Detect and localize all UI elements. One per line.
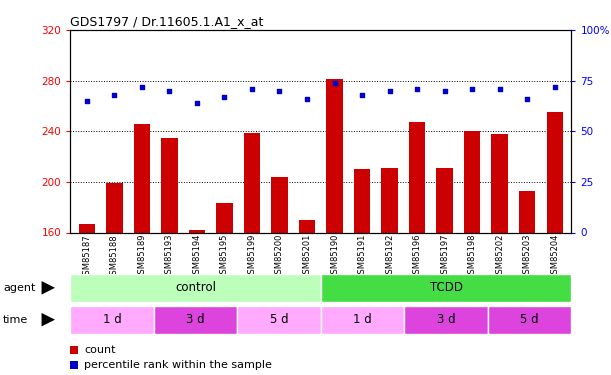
Text: percentile rank within the sample: percentile rank within the sample bbox=[84, 360, 272, 370]
Text: 1 d: 1 d bbox=[353, 313, 372, 326]
Bar bbox=[271, 177, 288, 232]
Bar bbox=[70, 306, 154, 334]
Bar bbox=[354, 169, 370, 232]
Bar bbox=[326, 80, 343, 232]
Point bbox=[357, 92, 367, 98]
Bar bbox=[488, 306, 571, 334]
Bar bbox=[79, 224, 95, 232]
Point bbox=[330, 80, 340, 86]
Bar bbox=[154, 306, 237, 334]
Point bbox=[302, 96, 312, 102]
Point bbox=[192, 100, 202, 106]
Point bbox=[137, 84, 147, 90]
Text: 3 d: 3 d bbox=[186, 313, 205, 326]
Bar bbox=[134, 124, 150, 232]
Text: count: count bbox=[84, 345, 116, 355]
Point bbox=[219, 94, 229, 100]
Bar bbox=[299, 220, 315, 232]
Text: 5 d: 5 d bbox=[520, 313, 539, 326]
Point bbox=[385, 88, 395, 94]
Bar bbox=[216, 203, 233, 232]
Point bbox=[247, 86, 257, 92]
Text: GDS1797 / Dr.11605.1.A1_x_at: GDS1797 / Dr.11605.1.A1_x_at bbox=[70, 15, 263, 28]
Bar bbox=[189, 230, 205, 232]
Bar bbox=[321, 306, 404, 334]
Bar bbox=[409, 122, 425, 232]
Point bbox=[440, 88, 450, 94]
Point bbox=[522, 96, 532, 102]
Text: TCDD: TCDD bbox=[430, 281, 463, 294]
Text: 1 d: 1 d bbox=[103, 313, 122, 326]
Point bbox=[467, 86, 477, 92]
Bar bbox=[237, 306, 321, 334]
Bar bbox=[70, 274, 321, 302]
Bar bbox=[404, 306, 488, 334]
Bar bbox=[161, 138, 178, 232]
Point bbox=[495, 86, 505, 92]
Text: time: time bbox=[3, 315, 28, 325]
Text: agent: agent bbox=[3, 283, 35, 293]
Text: 3 d: 3 d bbox=[437, 313, 455, 326]
Point bbox=[109, 92, 119, 98]
Bar bbox=[491, 134, 508, 232]
Bar bbox=[546, 112, 563, 232]
Point bbox=[274, 88, 284, 94]
Bar bbox=[436, 168, 453, 232]
Bar bbox=[464, 131, 480, 232]
Bar bbox=[106, 183, 123, 232]
Bar bbox=[244, 132, 260, 232]
Text: 5 d: 5 d bbox=[269, 313, 288, 326]
Bar bbox=[519, 191, 535, 232]
Bar bbox=[381, 168, 398, 232]
Point bbox=[164, 88, 174, 94]
Point bbox=[82, 98, 92, 104]
Text: control: control bbox=[175, 281, 216, 294]
Bar bbox=[321, 274, 571, 302]
Point bbox=[412, 86, 422, 92]
Point bbox=[550, 84, 560, 90]
